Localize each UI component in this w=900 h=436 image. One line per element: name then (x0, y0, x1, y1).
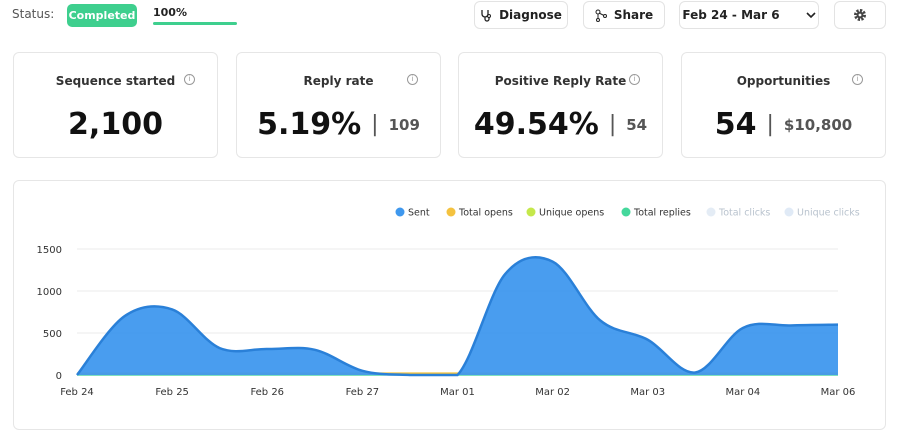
info-icon: i (407, 74, 418, 85)
x-tick-label: Mar 06 (821, 387, 856, 398)
metric-secondary: 54 (626, 115, 648, 134)
info-icon: i (852, 74, 863, 85)
separator: | (608, 112, 617, 137)
x-tick-label: Feb 24 (60, 387, 94, 398)
x-tick-label: Mar 04 (725, 387, 760, 398)
metric-card: Positive Reply Rate i 49.54% | 54 (458, 52, 663, 158)
share-label: Share (613, 8, 654, 22)
separator: | (371, 112, 379, 137)
metric-card: Reply rate i 5.19% | 109 (236, 52, 441, 158)
metric-label: Reply rate (303, 74, 374, 88)
y-tick-label: 1000 (37, 287, 62, 298)
legend-marker (621, 207, 631, 217)
legend-marker (446, 207, 456, 217)
legend-label: Sent (408, 208, 430, 219)
metric-value: 5.19% (257, 107, 362, 142)
metric-value: 2,100 (68, 107, 163, 142)
metric-label: Positive Reply Rate (494, 74, 627, 88)
metric-value: 49.54% (473, 107, 599, 142)
legend-label: Total replies (633, 208, 691, 219)
chart-panel (13, 180, 886, 430)
legend-marker (395, 207, 405, 217)
metric-label: Opportunities (736, 74, 831, 88)
info-icon: i (629, 74, 640, 85)
line (76, 255, 839, 377)
progress-bar (153, 22, 237, 25)
legend-label: Unique opens (539, 208, 604, 219)
share-icon (595, 9, 607, 22)
date-range-picker[interactable]: Feb 24 - Mar 6 (679, 1, 819, 29)
progress-text: 100% (153, 6, 187, 19)
settings-button[interactable] (834, 1, 886, 29)
x-tick-label: Feb 26 (250, 387, 284, 398)
legend-label: Total opens (458, 208, 513, 219)
x-tick-label: Feb 27 (346, 387, 380, 398)
metric-value: 54 (714, 107, 757, 142)
area (77, 257, 838, 375)
info-icon: i (184, 74, 195, 85)
legend-marker (784, 207, 794, 217)
metric-secondary: $10,800 (783, 115, 853, 134)
legend-marker (526, 207, 536, 217)
stethoscope-icon (481, 9, 492, 22)
y-tick-label: 0 (56, 371, 62, 382)
separator: | (766, 112, 774, 137)
gear-icon (854, 9, 866, 21)
diagnose-label: Diagnose (499, 8, 562, 22)
y-tick-label: 500 (43, 329, 62, 340)
status-label: Status: (12, 7, 55, 21)
diagnose-button[interactable]: Diagnose (474, 1, 568, 29)
metric-card: Sequence started i 2,100 (13, 52, 218, 158)
metric-label: Sequence started (55, 74, 176, 88)
legend-label: Total clicks (718, 208, 770, 219)
metric-card: Opportunities i 54 | $10,800 (681, 52, 886, 158)
status-badge: Completed (67, 4, 137, 27)
x-tick-label: Mar 02 (535, 387, 570, 398)
metric-secondary: 109 (388, 115, 420, 134)
x-tick-label: Feb 25 (155, 387, 189, 398)
date-range-label: Feb 24 - Mar 6 (682, 8, 780, 22)
chevron-icon (805, 11, 816, 18)
legend-label: Unique clicks (797, 208, 860, 219)
x-tick-label: Mar 01 (440, 387, 475, 398)
y-tick-label: 1500 (37, 245, 62, 256)
legend-marker (706, 207, 716, 217)
x-tick-label: Mar 03 (630, 387, 665, 398)
share-button[interactable]: Share (583, 1, 665, 29)
